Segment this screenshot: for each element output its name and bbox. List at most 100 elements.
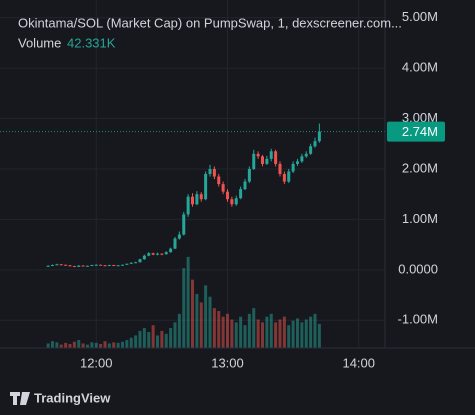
candle-body [173, 238, 177, 249]
volume-bar [212, 308, 216, 348]
candle-body [134, 262, 138, 264]
candle-body [208, 168, 212, 174]
candle-body [195, 194, 199, 205]
candle-body [221, 184, 225, 192]
candle-body [72, 266, 76, 268]
volume-bar [142, 328, 146, 348]
volume-bar [204, 285, 208, 348]
candle-body [291, 163, 295, 172]
volume-bar [265, 316, 269, 348]
volume-bar [243, 325, 247, 348]
candle-body [164, 252, 168, 255]
candle-body [107, 265, 111, 267]
volume-bar [173, 322, 177, 348]
candle-body [296, 161, 299, 164]
candle-body [243, 181, 247, 190]
candle-body [177, 234, 181, 239]
volume-bar [68, 344, 72, 348]
candle-body [199, 194, 203, 200]
volume-bar [51, 341, 54, 348]
volume-bar [134, 335, 138, 348]
y-tick-label: -1.00M [398, 312, 438, 327]
candle-body [160, 253, 164, 255]
volume-bar [269, 313, 273, 348]
candle-body [304, 153, 308, 157]
candle-body [138, 259, 142, 263]
brand-name: TradingView [34, 390, 111, 405]
candle-body [64, 264, 68, 266]
candle-body [309, 146, 313, 154]
candle-body [129, 262, 133, 264]
candle-body [256, 153, 260, 157]
volume-bar [230, 319, 234, 348]
volume-bar [64, 342, 68, 348]
candle-body [261, 156, 264, 164]
volume-bar [156, 335, 159, 348]
volume-bar [217, 310, 221, 348]
candle-body [116, 265, 120, 267]
candle-body [59, 264, 63, 266]
volume-bar [199, 302, 203, 348]
volume-bar [309, 316, 313, 348]
volume-bar [177, 313, 181, 348]
y-tick-label: 4.00M [402, 60, 438, 75]
volume-bar [221, 316, 225, 348]
candle-body [147, 253, 151, 256]
volume-legend-name: Volume [18, 35, 61, 50]
volume-bar [282, 316, 286, 348]
x-tick-label: 14:00 [342, 355, 375, 370]
candle-body [169, 248, 173, 253]
volume-bar [55, 342, 59, 348]
volume-bar [121, 341, 124, 348]
volume-pane [46, 256, 321, 348]
candle-body [86, 265, 89, 267]
candle-body [265, 158, 269, 164]
y-tick-label: 2.00M [402, 160, 438, 175]
candle-body [234, 198, 238, 205]
volume-bar [304, 319, 308, 348]
volume-bar [274, 322, 278, 348]
volume-bar [234, 322, 238, 348]
candle-body [212, 168, 216, 177]
candle-body [182, 214, 186, 235]
volume-bar [287, 325, 291, 348]
candle-body [90, 265, 94, 267]
volume-bar [208, 296, 212, 348]
candle-body [94, 264, 98, 266]
volume-bar [147, 332, 151, 348]
volume-bar [99, 344, 103, 348]
y-tick-label: 3.00M [402, 110, 438, 125]
candle-body [317, 131, 321, 142]
volume-bar [261, 322, 264, 348]
last-price-label: 2.74M [402, 124, 438, 139]
volume-bar [278, 319, 282, 348]
volume-bar [125, 340, 129, 348]
chart-title: Okintama/SOL (Market Cap) on PumpSwap, 1… [18, 15, 402, 30]
candle-body [77, 265, 81, 267]
candle-body [46, 265, 50, 267]
volume-bar [195, 293, 199, 348]
candle-body [252, 153, 256, 169]
volume-bar [129, 337, 133, 348]
candle-body [278, 163, 282, 174]
candle-body [226, 191, 229, 200]
candle-body [125, 263, 129, 265]
candle-body [81, 265, 85, 267]
candle-body [239, 189, 243, 199]
candles [0, 123, 385, 268]
candle-body [51, 265, 54, 267]
volume-bar [77, 340, 81, 348]
volume-bar [160, 330, 164, 348]
brand-logo [10, 392, 30, 405]
volume-legend-value: 42.331K [67, 35, 116, 50]
axes: 5.00M 4.00M 3.00M 2.00M 1.00M 0.0000 -1.00M 12:… [80, 9, 445, 370]
candle-body [142, 255, 146, 260]
volume-bar [291, 320, 295, 348]
volume-bar [94, 342, 98, 348]
volume-bar [256, 319, 260, 348]
x-tick-label: 12:00 [80, 355, 113, 370]
volume-bar [313, 313, 317, 348]
volume-bar [138, 330, 142, 348]
volume-bar [252, 308, 256, 348]
